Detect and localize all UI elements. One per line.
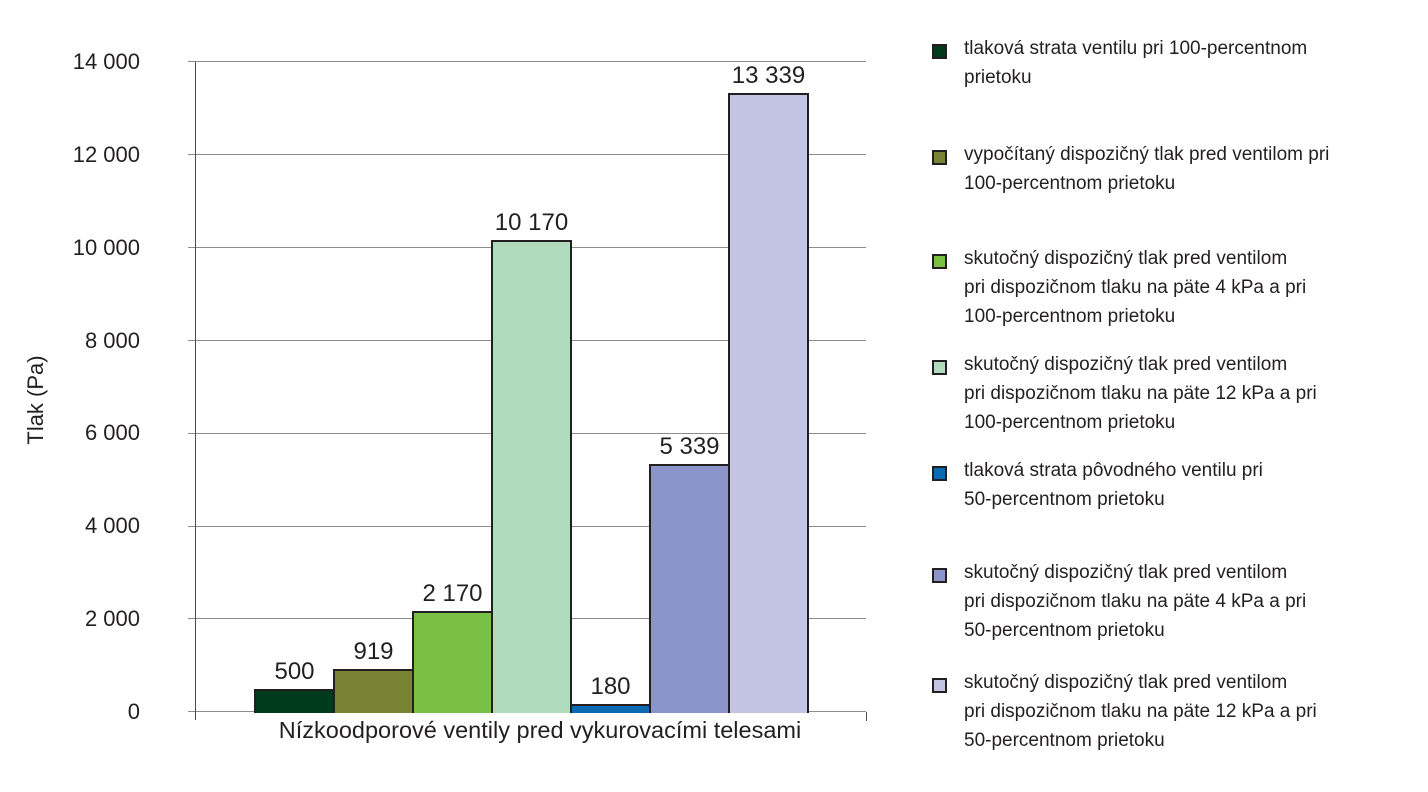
legend-label: skutočný dispozičný tlak pred ventilom p… bbox=[964, 248, 1307, 327]
bar bbox=[254, 688, 335, 713]
y-tick-label: 4 000 bbox=[84, 513, 140, 539]
bar bbox=[333, 669, 414, 713]
legend-label: vypočítaný dispozičný tlak pred ventilom… bbox=[964, 144, 1330, 194]
y-axis bbox=[195, 62, 196, 720]
bar bbox=[491, 239, 572, 713]
legend-swatch-icon bbox=[932, 568, 947, 583]
y-tick-label: 10 000 bbox=[72, 234, 140, 260]
bar bbox=[412, 611, 493, 713]
legend-swatch-icon bbox=[932, 466, 947, 481]
legend-swatch-icon bbox=[932, 44, 947, 59]
bar-value-label: 500 bbox=[274, 657, 315, 685]
legend-swatch-icon bbox=[932, 150, 947, 165]
y-tick-label: 8 000 bbox=[84, 327, 140, 353]
y-tick-label: 0 bbox=[127, 699, 140, 724]
legend-label: skutočný dispozičný tlak pred ventilom p… bbox=[964, 562, 1307, 641]
bar-value-label: 13 339 bbox=[731, 61, 806, 89]
bar-value-label: 180 bbox=[590, 672, 631, 700]
gridline bbox=[188, 61, 866, 63]
legend-label: skutočný dispozičný tlak pred ventilom p… bbox=[964, 672, 1317, 751]
x-axis-tick bbox=[866, 712, 867, 721]
bar bbox=[728, 92, 809, 713]
bar bbox=[649, 464, 730, 713]
legend-swatch-icon bbox=[932, 360, 947, 375]
bar-value-label: 2 170 bbox=[422, 580, 483, 608]
y-axis-label: Tlak (Pa) bbox=[23, 355, 48, 445]
legend-label: tlaková strata ventilu pri 100-percentno… bbox=[964, 38, 1308, 88]
legend-swatch-icon bbox=[932, 678, 947, 693]
gridline bbox=[188, 154, 866, 156]
legend-label: skutočný dispozičný tlak pred ventilom p… bbox=[964, 354, 1317, 433]
bar-value-label: 10 170 bbox=[494, 208, 569, 236]
legend-swatch-icon bbox=[932, 254, 947, 269]
bar-value-label: 919 bbox=[353, 638, 394, 666]
y-tick-label: 12 000 bbox=[72, 141, 140, 167]
legend-label: tlaková strata pôvodného ventilu pri 50-… bbox=[964, 460, 1263, 510]
y-tick-label: 6 000 bbox=[84, 420, 140, 446]
x-category-label: Nízkoodporové ventily pred vykurovacími … bbox=[278, 717, 802, 743]
bar bbox=[570, 703, 651, 713]
y-tick-label: 2 000 bbox=[84, 606, 140, 632]
bar-value-label: 5 339 bbox=[659, 433, 720, 461]
y-tick-label: 14 000 bbox=[72, 49, 140, 74]
